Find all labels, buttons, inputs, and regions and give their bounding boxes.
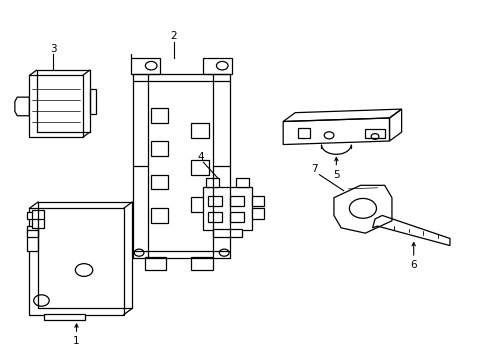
- Bar: [27, 226, 38, 251]
- Bar: [150, 108, 168, 123]
- Bar: [229, 196, 243, 206]
- Bar: [203, 187, 251, 230]
- Bar: [205, 178, 219, 187]
- Text: 4: 4: [197, 152, 204, 162]
- Bar: [27, 212, 38, 219]
- Bar: [208, 196, 222, 206]
- Bar: [144, 257, 166, 270]
- Text: 2: 2: [170, 31, 177, 41]
- Bar: [213, 229, 242, 237]
- Bar: [191, 160, 208, 175]
- Text: 5: 5: [332, 170, 339, 180]
- Bar: [44, 314, 85, 320]
- Bar: [32, 210, 44, 228]
- Bar: [203, 58, 232, 74]
- Bar: [150, 208, 168, 222]
- Bar: [297, 128, 309, 138]
- Bar: [251, 195, 264, 206]
- Bar: [29, 76, 82, 138]
- Bar: [191, 123, 208, 138]
- Text: 7: 7: [311, 165, 317, 174]
- Bar: [131, 58, 160, 74]
- Bar: [191, 197, 208, 212]
- Text: 3: 3: [50, 44, 57, 54]
- Bar: [229, 212, 243, 222]
- Bar: [150, 175, 168, 189]
- Bar: [29, 208, 123, 315]
- Bar: [90, 89, 95, 114]
- Text: 1: 1: [73, 336, 80, 346]
- Bar: [191, 257, 212, 270]
- Bar: [27, 230, 38, 237]
- Bar: [235, 178, 249, 187]
- Bar: [251, 208, 264, 219]
- Bar: [365, 129, 384, 138]
- Bar: [150, 141, 168, 156]
- Text: 6: 6: [409, 260, 416, 270]
- Bar: [208, 212, 222, 222]
